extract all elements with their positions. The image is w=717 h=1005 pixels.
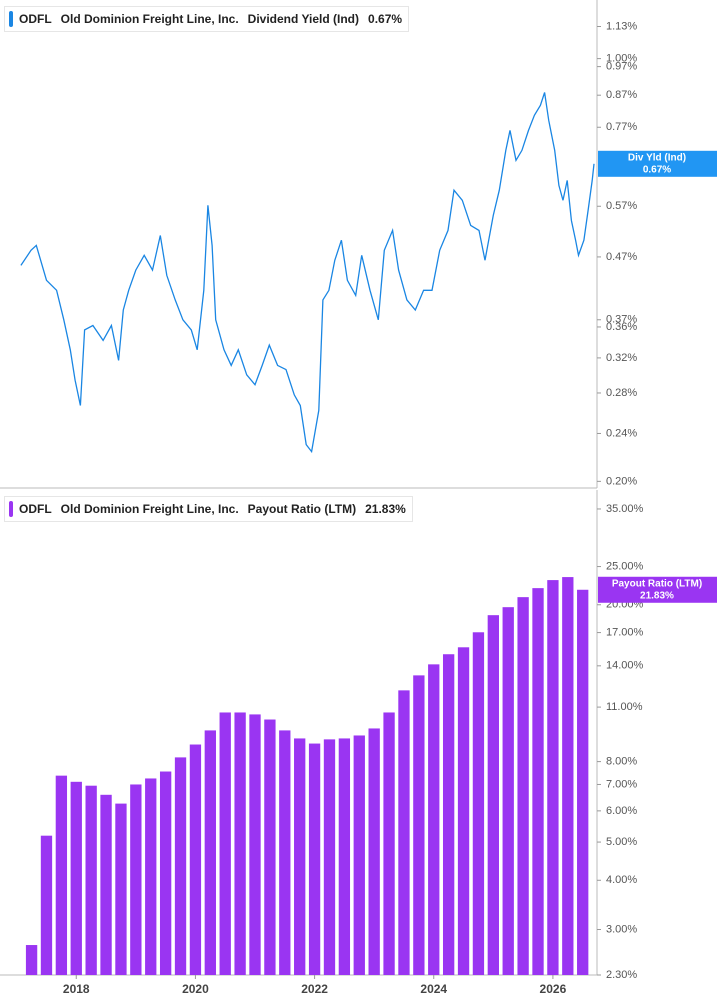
y-tick-label: 14.00% xyxy=(606,660,644,672)
callout-value: 0.67% xyxy=(643,164,671,175)
y-tick-label: 25.00% xyxy=(606,560,644,572)
legend-swatch xyxy=(9,501,13,517)
ticker: ODFL xyxy=(19,12,52,26)
callout-value: 21.83% xyxy=(640,590,674,601)
callout-name: Payout Ratio (LTM) xyxy=(612,578,702,589)
bar xyxy=(159,771,172,975)
bar xyxy=(532,588,544,975)
callout-name: Div Yld (Ind) xyxy=(628,152,686,163)
y-tick-label: 1.00% xyxy=(606,53,637,65)
company: Old Dominion Freight Line, Inc. xyxy=(60,502,239,516)
x-tick-label: 2024 xyxy=(420,982,447,996)
bar xyxy=(294,738,306,975)
bar xyxy=(25,945,38,975)
y-tick-label: 0.37% xyxy=(606,314,637,326)
bar xyxy=(115,803,127,975)
y-tick-label: 0.87% xyxy=(606,89,637,101)
y-tick-label: 0.20% xyxy=(606,475,637,487)
bar xyxy=(502,607,514,975)
y-tick-label: 7.00% xyxy=(606,778,637,790)
y-tick-label: 0.57% xyxy=(606,200,637,212)
y-tick-label: 35.00% xyxy=(606,503,644,515)
callout xyxy=(598,576,717,603)
x-tick-label: 2022 xyxy=(301,982,328,996)
y-tick-label: 0.36% xyxy=(606,321,637,333)
bar xyxy=(130,784,142,975)
y-tick-label: 3.00% xyxy=(606,923,637,935)
bar xyxy=(249,714,261,975)
callout xyxy=(598,150,717,177)
legend-header: ODFL Old Dominion Freight Line, Inc. Pay… xyxy=(4,496,413,522)
bar xyxy=(234,712,246,975)
legend-swatch xyxy=(9,11,13,27)
y-tick-label: 8.00% xyxy=(606,756,637,768)
bar xyxy=(487,615,499,975)
bar xyxy=(472,632,485,975)
bar xyxy=(204,730,216,975)
bar xyxy=(189,744,202,975)
bar xyxy=(40,835,53,975)
x-tick-label: 2026 xyxy=(540,982,567,996)
bar xyxy=(338,738,351,975)
y-tick-label: 2.30% xyxy=(606,969,637,981)
bar xyxy=(219,712,231,975)
bar xyxy=(383,712,395,975)
bar xyxy=(308,743,321,975)
bar xyxy=(442,654,455,975)
bar xyxy=(562,577,574,975)
bar xyxy=(368,728,380,975)
bar xyxy=(428,664,440,975)
bar xyxy=(517,597,529,975)
y-tick-label: 0.32% xyxy=(606,352,637,364)
series-value: 0.67% xyxy=(368,12,403,26)
y-tick-label: 11.00% xyxy=(606,701,643,713)
series-name: Dividend Yield (Ind) xyxy=(247,12,360,26)
y-tick-label: 0.47% xyxy=(606,251,637,263)
bar xyxy=(279,730,291,975)
bar xyxy=(323,739,336,975)
bar xyxy=(398,690,410,975)
series-value: 21.83% xyxy=(365,502,406,516)
series-name: Payout Ratio (LTM) xyxy=(247,502,357,516)
y-tick-label: 5.00% xyxy=(606,836,637,848)
ticker: ODFL xyxy=(19,502,52,516)
bar xyxy=(577,589,589,975)
y-tick-label: 17.00% xyxy=(606,626,644,638)
bar xyxy=(264,719,276,975)
bar xyxy=(457,647,470,975)
y-tick-label: 4.00% xyxy=(606,874,637,886)
line xyxy=(20,92,595,454)
bar xyxy=(145,778,157,975)
y-tick-label: 0.24% xyxy=(606,427,637,439)
bar xyxy=(174,757,187,975)
bar xyxy=(547,580,559,975)
bar xyxy=(55,775,68,975)
bar xyxy=(85,785,97,975)
legend-header: ODFL Old Dominion Freight Line, Inc. Div… xyxy=(4,6,410,32)
y-tick-label: 0.77% xyxy=(606,121,637,133)
bar xyxy=(100,794,112,975)
y-tick-label: 1.13% xyxy=(606,20,637,32)
y-tick-label: 6.00% xyxy=(606,805,637,817)
bar xyxy=(70,781,82,975)
x-tick-label: 2018 xyxy=(63,982,90,996)
company: Old Dominion Freight Line, Inc. xyxy=(60,12,239,26)
y-tick-label: 0.28% xyxy=(606,387,637,399)
bar xyxy=(413,675,425,975)
y-tick-label: 0.97% xyxy=(606,61,637,73)
bar xyxy=(353,735,365,975)
x-tick-label: 2020 xyxy=(182,982,209,996)
